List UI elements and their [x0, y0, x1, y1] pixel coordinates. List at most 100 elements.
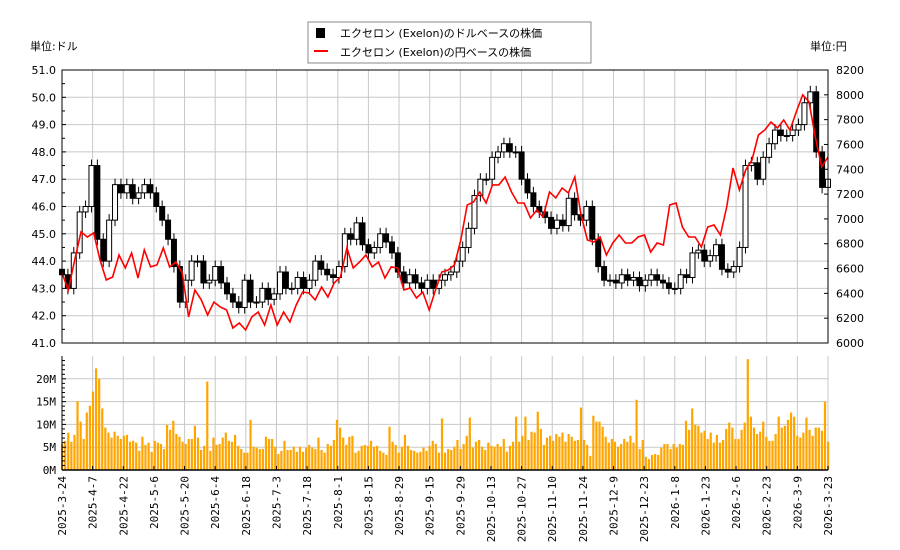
candle-body	[801, 102, 808, 126]
candle-body	[94, 165, 101, 240]
volume-bar	[496, 444, 499, 470]
usd-tick-label: 42.0	[32, 310, 57, 323]
volume-tick-label: 5M	[43, 441, 57, 454]
volume-bar	[641, 439, 644, 470]
volume-bar	[521, 435, 524, 470]
candle-body	[200, 260, 207, 284]
jpy-tick-label: 7200	[836, 188, 864, 201]
volume-bar	[73, 434, 76, 470]
volume-bar	[539, 428, 542, 470]
x-tick-label: 2025-11-10	[546, 476, 559, 542]
volume-bar	[144, 444, 147, 470]
volume-bar	[808, 429, 811, 470]
candle-body	[465, 227, 472, 248]
x-tick-label: 2026-2-6	[730, 476, 743, 529]
volume-bar	[184, 444, 187, 470]
candle-body	[241, 279, 248, 309]
candle-body	[282, 271, 289, 289]
volume-bar	[796, 435, 799, 470]
volume-bar	[462, 444, 465, 470]
candle-body	[736, 246, 743, 268]
volume-bar	[271, 438, 274, 470]
candle-body	[530, 192, 537, 208]
volume-bar	[530, 431, 533, 470]
volume-bar	[366, 445, 369, 470]
candle-body	[795, 124, 802, 131]
x-tick-label: 2025-10-13	[485, 476, 498, 542]
volume-bar	[579, 407, 583, 470]
candle-body	[483, 178, 490, 181]
volume-bar	[190, 438, 193, 470]
jpy-line	[61, 93, 829, 332]
candle-body	[624, 274, 631, 281]
volume-bar	[453, 446, 456, 470]
volume-tick-label: 10M	[36, 418, 56, 431]
volume-bar	[416, 452, 419, 470]
candle-body	[412, 274, 419, 284]
volume-bar	[104, 427, 107, 470]
candle-body	[106, 219, 113, 262]
volume-bar	[264, 436, 268, 470]
volume-bar	[746, 359, 749, 470]
x-tick-label: 2026-3-9	[791, 476, 804, 529]
volume-bar	[159, 444, 163, 470]
volume-tick-label: 0M	[43, 464, 57, 477]
volume-bar	[317, 437, 320, 470]
jpy-tick-label: 6600	[836, 263, 864, 276]
volume-bar	[518, 441, 521, 470]
jpy-tick-label: 6800	[836, 238, 864, 251]
volume-bar	[740, 429, 743, 470]
candle-body	[518, 151, 525, 180]
jpy-tick-label: 8000	[836, 89, 864, 102]
volume-bar	[422, 447, 425, 470]
volume-bar	[277, 454, 280, 470]
volume-bar	[598, 421, 601, 470]
volume-bar	[823, 401, 827, 470]
volume-bar	[688, 429, 691, 470]
volume-bar	[175, 433, 178, 470]
candle-body	[153, 192, 160, 208]
volume-bar	[725, 428, 728, 470]
volume-bar	[382, 452, 385, 470]
volume-bar	[342, 437, 345, 470]
volume-bar	[101, 408, 104, 470]
volume-bar	[138, 450, 141, 470]
volume-bar	[487, 442, 490, 470]
candle-body	[742, 165, 749, 248]
volume-bar	[227, 440, 230, 470]
volume-bar	[765, 436, 768, 470]
legend-usd-label: エクセロン (Exelon)のドルベースの株価	[340, 26, 542, 40]
candle-body	[571, 197, 578, 216]
volume-bar	[536, 411, 539, 470]
legend: エクセロン (Exelon)のドルベースの株価 エクセロン (Exelon)の円…	[307, 21, 592, 64]
candle-body	[229, 293, 236, 303]
volume-bar	[582, 439, 586, 470]
candle-body	[642, 279, 649, 287]
volume-bar	[691, 408, 694, 470]
volume-bar	[360, 445, 363, 470]
candle-body	[383, 233, 390, 243]
x-tick-label: 2026-1-23	[699, 476, 712, 536]
volume-bar	[437, 452, 441, 470]
volume-bar	[786, 419, 790, 470]
volume-bar	[561, 432, 564, 470]
volume-bar	[684, 420, 688, 470]
candle-body	[654, 274, 661, 281]
candle-body	[188, 260, 195, 281]
volume-bar	[715, 434, 719, 470]
volume-bar	[444, 452, 447, 470]
volume-bar	[533, 432, 536, 470]
volume-bar	[249, 419, 252, 470]
volume-bar	[620, 444, 623, 470]
volume-bar	[613, 441, 617, 470]
volume-bar	[484, 449, 487, 470]
volume-bar	[789, 412, 793, 470]
jpy-tick-label: 6200	[836, 312, 864, 325]
volume-bar	[817, 427, 820, 470]
volume-bar	[660, 447, 663, 470]
volume-bar	[345, 444, 348, 470]
candle-body	[247, 279, 254, 303]
volume-bar	[456, 439, 459, 470]
volume-bar	[793, 416, 796, 470]
volume-bar	[206, 381, 209, 470]
